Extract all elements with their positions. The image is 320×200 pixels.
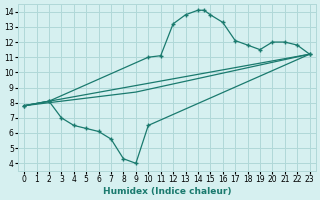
X-axis label: Humidex (Indice chaleur): Humidex (Indice chaleur) bbox=[103, 187, 231, 196]
